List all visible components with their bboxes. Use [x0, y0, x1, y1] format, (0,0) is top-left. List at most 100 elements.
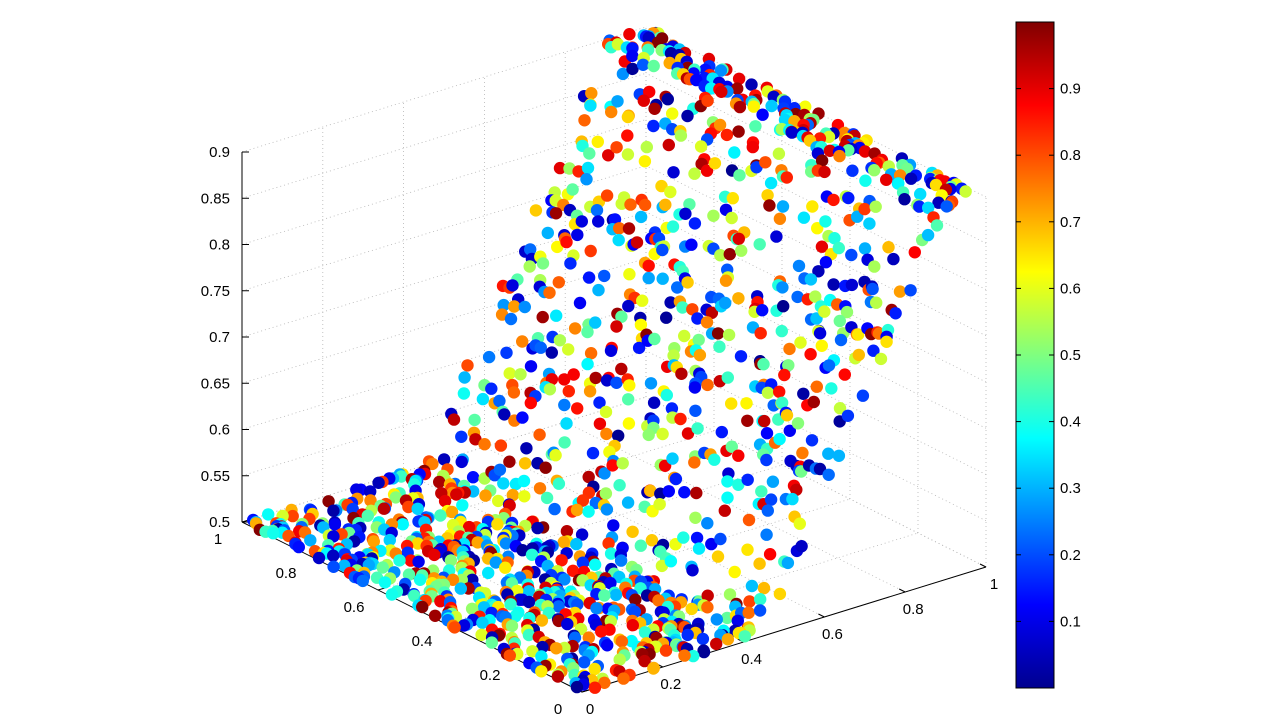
data-point [780, 409, 794, 422]
data-point [725, 440, 738, 453]
data-point [613, 479, 626, 492]
data-point [507, 386, 521, 399]
grid-line [241, 396, 647, 523]
grid-line [513, 532, 919, 659]
data-point [516, 335, 529, 348]
data-point [797, 387, 810, 400]
grid-line [241, 165, 647, 292]
data-point [832, 241, 845, 255]
data-point [827, 278, 840, 291]
data-point [753, 604, 767, 617]
data-point [775, 396, 789, 409]
data-point [679, 207, 692, 220]
data-point [714, 532, 727, 546]
data-point [845, 248, 858, 262]
data-point [870, 296, 883, 309]
colorbar-tick-label: 0.8 [1060, 147, 1081, 164]
data-point [607, 519, 620, 532]
data-point [804, 348, 817, 361]
data-point [503, 649, 516, 662]
data-point [701, 589, 714, 602]
data-point [593, 417, 607, 430]
data-point [630, 236, 644, 249]
data-point [741, 414, 754, 427]
data-point [742, 606, 755, 619]
data-point [514, 368, 527, 381]
data-point [852, 348, 865, 362]
data-point [701, 517, 714, 530]
grid-line [645, 257, 987, 429]
data-point [667, 166, 680, 179]
data-point [723, 248, 736, 261]
colorbar-tick-label: 0.6 [1060, 280, 1081, 297]
z-tick-label: 0.8 [209, 237, 230, 254]
data-point [476, 392, 490, 406]
data-point [623, 379, 636, 392]
data-point [652, 594, 665, 607]
z-tick-label: 0.5 [209, 514, 230, 531]
data-point [677, 531, 690, 544]
data-point [818, 305, 831, 318]
data-point [666, 452, 679, 465]
data-point [759, 156, 772, 169]
data-point [561, 617, 574, 631]
data-point [832, 449, 846, 462]
data-point [434, 595, 447, 608]
data-point [518, 490, 531, 503]
data-point [705, 537, 718, 551]
data-points [247, 26, 972, 694]
grid-line [565, 421, 906, 593]
data-point [708, 453, 721, 466]
data-point [660, 311, 673, 324]
data-point [777, 300, 790, 313]
data-point [610, 141, 623, 154]
data-point [745, 579, 759, 593]
data-point [567, 368, 580, 381]
data-point [796, 446, 809, 460]
data-point [621, 129, 634, 142]
data-point [558, 573, 571, 586]
data-point [728, 565, 741, 579]
data-point [385, 588, 399, 601]
data-point [783, 424, 796, 437]
x-tick-label: 0.4 [741, 651, 762, 668]
data-point [604, 576, 617, 590]
data-point [711, 327, 725, 340]
data-point [499, 561, 512, 574]
data-point [526, 645, 539, 658]
data-point [815, 240, 829, 253]
grid-line [309, 430, 715, 557]
data-point [782, 359, 795, 372]
data-point [833, 402, 847, 415]
data-point [589, 371, 602, 385]
data-point [582, 631, 595, 644]
data-point [713, 118, 727, 132]
data-point [454, 582, 467, 595]
data-point [364, 485, 377, 498]
data-point [940, 200, 953, 213]
data-point [653, 498, 666, 511]
data-point [696, 632, 710, 646]
data-point [665, 402, 679, 415]
data-point [866, 282, 879, 296]
data-point [615, 362, 628, 376]
data-point [700, 316, 714, 329]
data-point [541, 226, 554, 240]
data-point [588, 662, 601, 676]
data-point [550, 642, 563, 655]
data-point [746, 140, 759, 154]
data-point [564, 257, 577, 270]
x-tick-mark [898, 588, 906, 593]
data-point [812, 265, 825, 278]
data-point [720, 128, 734, 142]
data-point [738, 630, 751, 643]
data-point [412, 555, 425, 568]
data-point [455, 455, 468, 469]
data-point [286, 509, 299, 523]
data-point [638, 654, 651, 668]
data-point [558, 436, 571, 449]
data-point [833, 314, 846, 328]
z-tick-label: 0.65 [201, 375, 230, 392]
colorbar-tick-label: 0.4 [1060, 414, 1081, 431]
data-point [536, 310, 549, 324]
